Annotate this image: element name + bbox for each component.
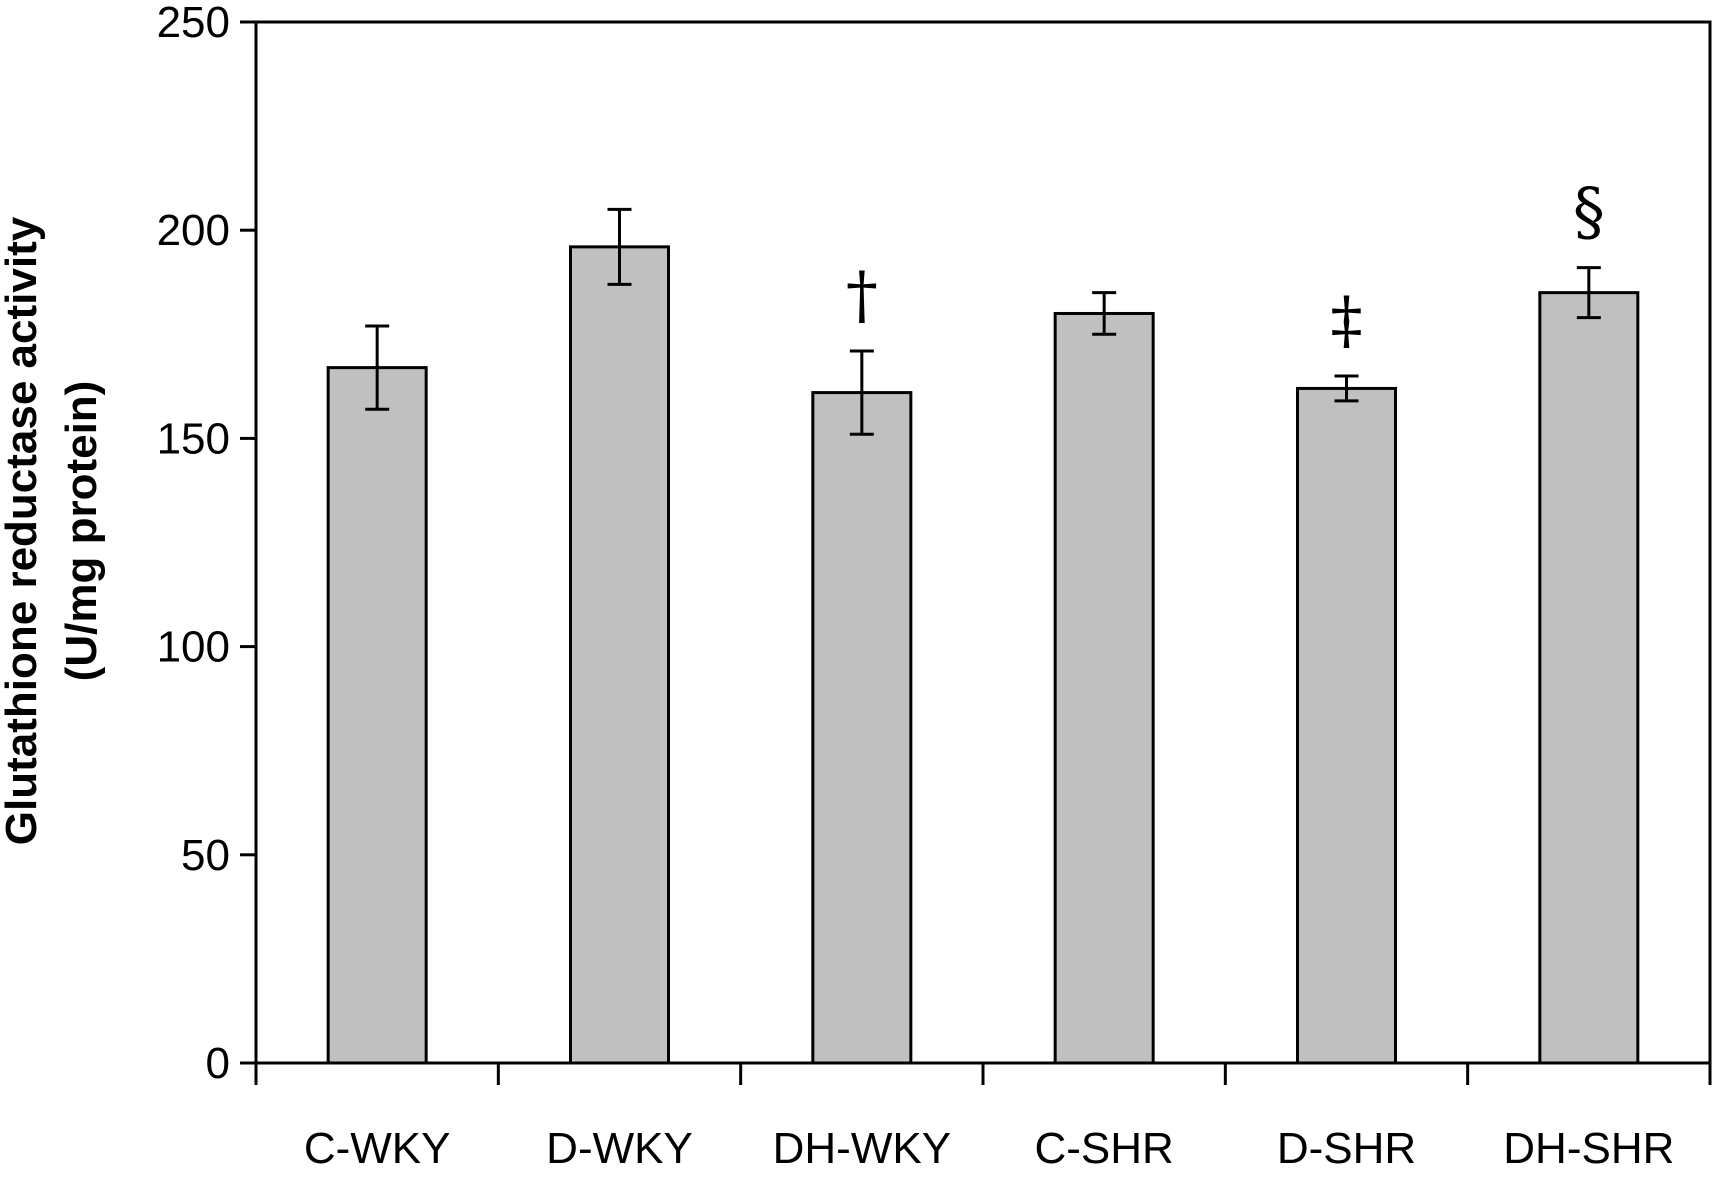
y-tick-label: 50 (181, 831, 230, 880)
y-tick-label: 200 (157, 206, 230, 255)
bar-dh-shr (1538, 291, 1640, 1065)
error-bar-d-shr (1334, 374, 1359, 403)
annotation-dh-shr: § (1573, 176, 1605, 250)
error-bar-dh-wky (849, 349, 874, 436)
x-label-c-wky: C-WKY (304, 1124, 451, 1173)
y-axis-label-line-2: (U/mg protein) (57, 381, 106, 682)
bar-dh-wky (811, 391, 913, 1065)
bar-d-wky (569, 245, 670, 1065)
annotation-d-shr: ‡ (1331, 284, 1363, 358)
error-bars (365, 207, 1601, 436)
y-tick-label: 150 (157, 414, 230, 463)
error-bar-c-shr (1092, 291, 1117, 336)
x-axis (254, 1063, 1712, 1085)
x-label-dh-shr: DH-SHR (1503, 1124, 1674, 1173)
y-axis-label: Glutathione reductase activity (U/mg pro… (0, 216, 106, 845)
y-tick-label: 0 (206, 1039, 230, 1088)
y-axis-label-line-1: Glutathione reductase activity (0, 216, 46, 845)
significance-annotations: † ‡ § (846, 176, 1605, 358)
error-bar-dh-shr (1576, 266, 1601, 320)
bars (326, 245, 1640, 1065)
error-bar-c-wky (365, 324, 390, 411)
y-tick-label: 250 (157, 0, 230, 47)
bar-d-shr (1296, 386, 1397, 1065)
x-label-c-shr: C-SHR (1035, 1124, 1174, 1173)
plot-frame (254, 20, 1712, 1065)
x-label-d-shr: D-SHR (1277, 1124, 1416, 1173)
annotation-dh-wky: † (846, 259, 878, 333)
x-label-dh-wky: DH-WKY (773, 1124, 951, 1173)
error-bar-d-wky (607, 207, 632, 286)
x-axis-category-labels: C-WKY D-WKY DH-WKY C-SHR D-SHR DH-SHR (304, 1124, 1675, 1173)
bar-c-wky (326, 366, 428, 1065)
y-axis-ticks: 0 50 100 150 200 250 (157, 0, 256, 1088)
x-label-d-wky: D-WKY (546, 1124, 693, 1173)
bar-c-shr (1053, 311, 1155, 1065)
y-tick-label: 100 (157, 623, 230, 672)
